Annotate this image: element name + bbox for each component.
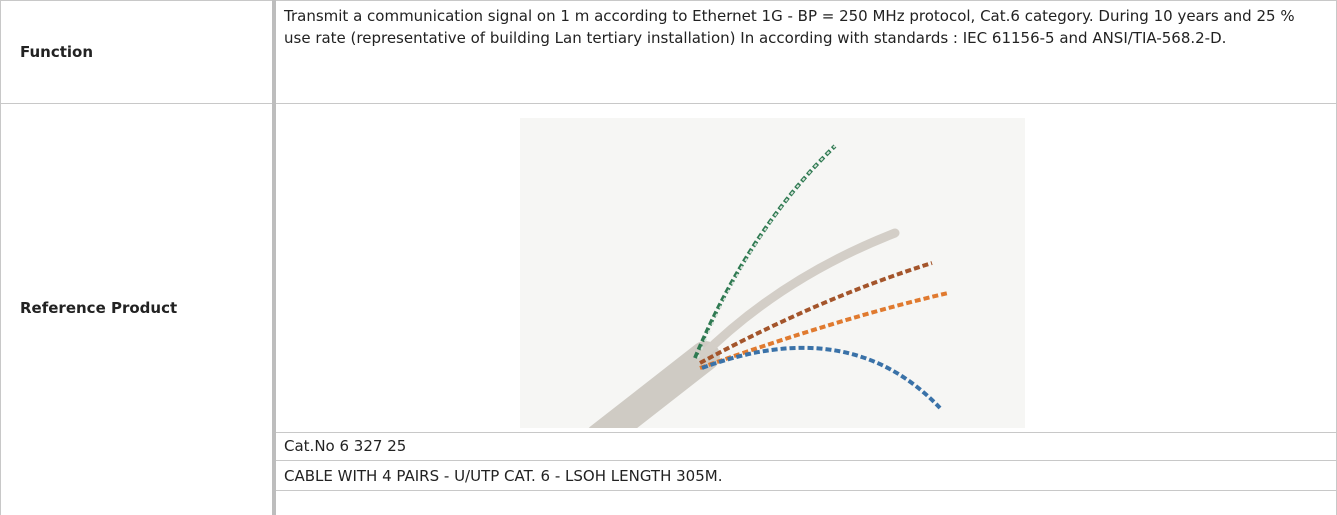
row-label: Reference Product <box>0 103 272 512</box>
row-label: Function <box>0 0 272 103</box>
function-text: Transmit a communication signal on 1 m a… <box>284 5 1324 49</box>
product-image <box>520 118 1025 428</box>
cat-no: Cat.No 6 327 25 <box>284 435 406 457</box>
column-divider <box>272 0 276 515</box>
page: {"table": {"rows": [ {"label": "Function… <box>0 0 1337 515</box>
border <box>276 432 1337 433</box>
product-description: CABLE WITH 4 PAIRS - U/UTP CAT. 6 - LSOH… <box>284 465 722 487</box>
border <box>276 490 1337 491</box>
border <box>276 460 1337 461</box>
